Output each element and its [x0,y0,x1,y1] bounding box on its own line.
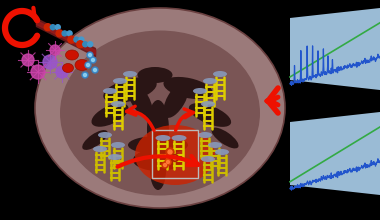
Ellipse shape [111,142,125,148]
Circle shape [85,62,91,68]
Ellipse shape [147,100,169,160]
Circle shape [89,53,92,57]
Circle shape [162,162,168,168]
Ellipse shape [108,154,122,160]
Ellipse shape [92,103,128,127]
Circle shape [92,67,98,73]
Circle shape [171,154,179,161]
Ellipse shape [163,77,212,99]
Ellipse shape [189,103,231,127]
Ellipse shape [98,132,112,138]
Circle shape [166,148,174,156]
Ellipse shape [82,130,108,150]
Circle shape [82,72,88,78]
Ellipse shape [201,156,215,162]
Circle shape [173,156,177,160]
Ellipse shape [211,128,239,148]
Ellipse shape [163,82,189,118]
Ellipse shape [171,135,187,141]
Circle shape [88,42,93,47]
Circle shape [50,25,55,30]
Ellipse shape [93,146,107,152]
Ellipse shape [103,88,117,94]
Bar [152,130,198,178]
Ellipse shape [198,132,212,138]
Ellipse shape [215,149,229,155]
Circle shape [168,150,172,154]
Ellipse shape [213,71,227,77]
Circle shape [163,163,166,167]
Circle shape [50,45,60,55]
Circle shape [77,41,84,48]
Circle shape [68,36,75,43]
Ellipse shape [128,136,188,154]
Circle shape [83,42,88,47]
Circle shape [44,24,51,31]
Circle shape [87,52,93,58]
Circle shape [92,59,95,62]
Circle shape [43,55,57,69]
Circle shape [62,31,67,36]
Circle shape [55,25,60,30]
Circle shape [67,31,72,36]
Circle shape [31,65,45,79]
Ellipse shape [123,71,137,77]
Ellipse shape [113,78,127,84]
Circle shape [165,159,171,165]
Ellipse shape [62,64,73,73]
Circle shape [87,64,90,66]
Circle shape [166,161,169,163]
Ellipse shape [138,67,173,83]
Polygon shape [290,8,380,90]
Ellipse shape [193,88,207,94]
Ellipse shape [201,101,215,107]
Circle shape [84,73,87,77]
Ellipse shape [133,149,183,171]
Ellipse shape [35,8,285,208]
Ellipse shape [203,78,217,84]
Ellipse shape [65,50,79,60]
Ellipse shape [208,142,222,148]
Ellipse shape [103,77,157,103]
Ellipse shape [127,82,153,118]
Circle shape [56,66,68,78]
Ellipse shape [135,125,215,185]
Ellipse shape [111,101,125,107]
Circle shape [93,68,97,72]
Ellipse shape [75,59,89,70]
Ellipse shape [150,150,166,190]
Circle shape [22,54,34,66]
Ellipse shape [60,31,260,196]
Circle shape [79,37,84,42]
Circle shape [90,57,96,63]
Circle shape [74,37,79,42]
Circle shape [56,30,63,37]
Polygon shape [290,112,380,195]
Ellipse shape [155,135,171,141]
